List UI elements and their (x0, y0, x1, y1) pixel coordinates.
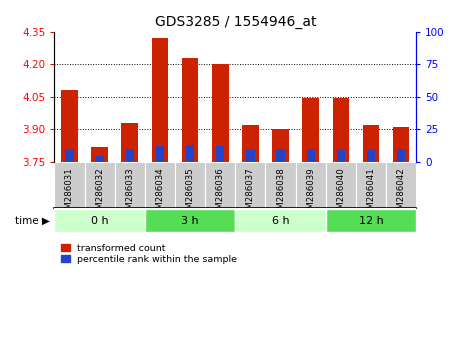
Bar (265, 162, 296, 207)
Bar (397, 149, 405, 162)
Bar (91, 147, 108, 162)
Bar (85, 162, 114, 207)
Text: GSM286041: GSM286041 (367, 167, 376, 220)
Bar (65, 149, 74, 162)
Bar (242, 125, 259, 162)
Bar (326, 162, 356, 207)
Text: time ▶: time ▶ (15, 216, 50, 225)
Bar (175, 162, 205, 207)
Bar (386, 162, 416, 207)
Text: GSM286042: GSM286042 (397, 167, 406, 220)
Bar (246, 149, 254, 162)
Bar (276, 149, 285, 162)
Bar (114, 162, 145, 207)
Text: 6 h: 6 h (272, 216, 289, 225)
Text: GSM286031: GSM286031 (65, 167, 74, 220)
Bar (216, 147, 224, 162)
Bar (393, 127, 410, 162)
Bar (205, 162, 235, 207)
Bar (367, 149, 375, 162)
Title: GDS3285 / 1554946_at: GDS3285 / 1554946_at (155, 16, 316, 29)
Bar (145, 162, 175, 207)
Text: GSM286034: GSM286034 (156, 167, 165, 220)
Text: GSM286032: GSM286032 (95, 167, 104, 220)
Bar (54, 162, 85, 207)
Text: GSM286039: GSM286039 (306, 167, 315, 220)
Text: 0 h: 0 h (91, 216, 108, 225)
Bar (356, 162, 386, 207)
Bar (186, 145, 194, 162)
Bar (152, 38, 168, 162)
Bar (61, 90, 78, 162)
Bar (145, 209, 235, 232)
Text: GSM286035: GSM286035 (185, 167, 194, 220)
Bar (333, 98, 349, 162)
Text: GSM286037: GSM286037 (246, 167, 255, 220)
Bar (122, 123, 138, 162)
Bar (337, 149, 345, 162)
Bar (126, 149, 134, 162)
Bar (326, 209, 416, 232)
Bar (307, 149, 315, 162)
Text: GSM286040: GSM286040 (336, 167, 345, 220)
Text: 3 h: 3 h (181, 216, 199, 225)
Bar (156, 147, 164, 162)
Bar (54, 209, 145, 232)
Bar (212, 64, 228, 162)
Bar (302, 98, 319, 162)
Bar (272, 130, 289, 162)
Text: GSM286038: GSM286038 (276, 167, 285, 220)
Bar (182, 58, 198, 162)
Bar (96, 155, 104, 162)
Bar (296, 162, 326, 207)
Bar (235, 162, 265, 207)
Legend: transformed count, percentile rank within the sample: transformed count, percentile rank withi… (59, 242, 239, 266)
Text: 12 h: 12 h (359, 216, 384, 225)
Text: GSM286033: GSM286033 (125, 167, 134, 220)
Bar (235, 209, 326, 232)
Bar (363, 125, 379, 162)
Text: GSM286036: GSM286036 (216, 167, 225, 220)
